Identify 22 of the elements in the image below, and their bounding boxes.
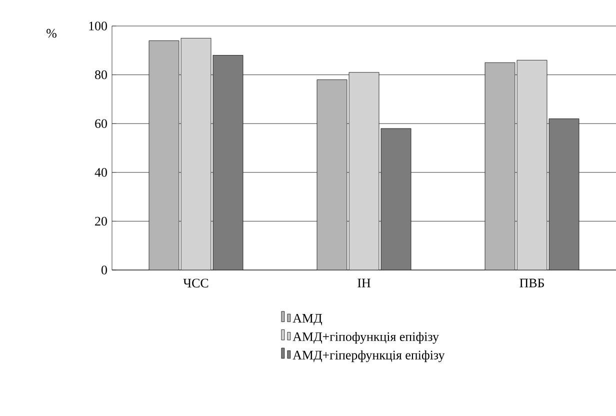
bar — [516, 60, 548, 270]
bar — [212, 55, 244, 270]
bar — [484, 62, 516, 270]
bar — [148, 40, 180, 270]
y-tick-label: 80 — [95, 70, 107, 80]
x-tick-label: ІН — [358, 278, 370, 288]
bar — [180, 38, 212, 270]
y-tick-label: 100 — [89, 22, 107, 30]
x-tick-label: ПВБ — [520, 278, 544, 288]
y-tick-label: 0 — [102, 266, 107, 274]
bar — [316, 79, 348, 270]
y-tick-label: 20 — [95, 216, 107, 226]
bar — [348, 72, 380, 270]
bar — [380, 128, 412, 270]
y-tick-label: 40 — [94, 168, 107, 177]
legend-label: АМД+гіпофункція епіфізу — [292, 332, 439, 344]
x-tick-label: ЧСС — [183, 278, 208, 288]
bar — [548, 118, 580, 270]
y-axis-title: % — [46, 28, 56, 38]
y-tick-label: 60 — [95, 119, 107, 128]
legend-label: АМД+гіперфункція епіфізу — [292, 350, 445, 362]
legend-label: АМД — [292, 314, 322, 326]
